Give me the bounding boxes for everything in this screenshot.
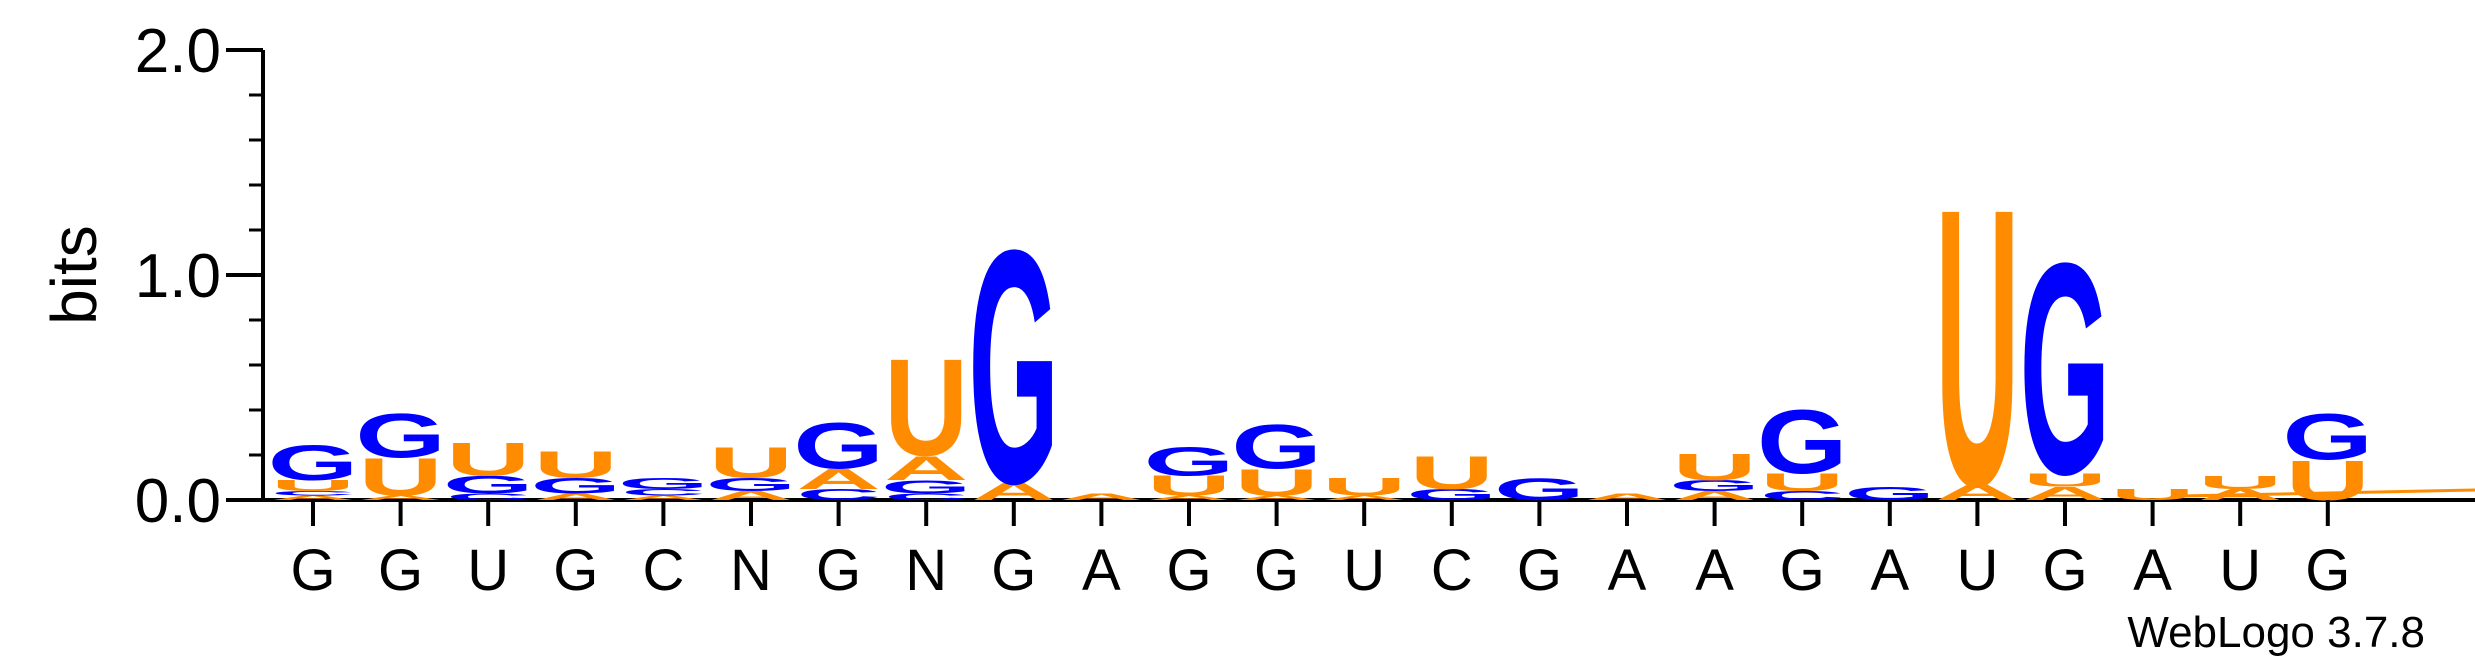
position-label: G — [1254, 538, 1299, 603]
y-tick-label: 1.0 — [135, 242, 221, 311]
logo-letter-A: A — [1234, 494, 1318, 501]
logo-letter-A: A — [1585, 491, 1669, 502]
position-label: C — [1431, 538, 1473, 603]
logo-letter-U: U — [1322, 473, 1406, 501]
logo-letter-G: G — [2282, 400, 2373, 474]
logo-letter-G: G — [1144, 438, 1235, 484]
logo-letter-U: U — [709, 438, 793, 487]
logo-letter-G: G — [268, 435, 359, 491]
right-baseline-sliver — [2179, 488, 2475, 498]
position-label: G — [991, 538, 1036, 603]
logo-letter-A: A — [1147, 494, 1231, 501]
logo-letter-U: U — [1672, 446, 1756, 488]
logo-letter-C: C — [621, 487, 705, 498]
position-label: G — [1780, 538, 1825, 603]
logo-letter-G: G — [1757, 391, 1848, 493]
logo-letter-C: C — [884, 491, 968, 502]
logo-letter-U: U — [358, 448, 442, 507]
logo-letter-A: A — [1322, 494, 1406, 501]
logo-letter-A: A — [709, 489, 793, 503]
logo-letter-G: G — [1406, 486, 1497, 504]
logo-letter-C: C — [446, 491, 530, 502]
weblogo-credit: WebLogo 3.7.8 — [2127, 608, 2425, 657]
position-label: G — [2042, 538, 2087, 603]
logo-letter-G: G — [618, 475, 709, 493]
logo-letter-U: U — [884, 331, 968, 486]
logo-letter-U: U — [534, 444, 618, 486]
logo-letter-G: G — [443, 471, 534, 499]
logo-letter-A: A — [796, 463, 880, 495]
position-label: A — [1608, 538, 1647, 603]
logo-letter-G: G — [2020, 201, 2111, 537]
logo-letter-U: U — [1760, 468, 1844, 496]
logo-letter-U: U — [446, 432, 530, 485]
logo-letter-A: A — [1672, 489, 1756, 503]
position-label: U — [1343, 538, 1385, 603]
position-label: N — [905, 538, 947, 603]
y-ticks: 0.0 1.0 2.0 — [135, 17, 263, 536]
logo-letter-G: G — [1844, 483, 1935, 504]
logo-letter-A: A — [534, 491, 618, 502]
axes — [261, 50, 2475, 502]
logo-letter-G: G — [355, 400, 446, 470]
y-tick-label: 0.0 — [135, 467, 221, 536]
position-label: A — [2133, 538, 2172, 603]
position-label: G — [290, 538, 335, 603]
logo-letter-A: A — [621, 494, 705, 501]
logo-letter-G: G — [530, 473, 621, 498]
position-label: U — [2219, 538, 2261, 603]
logo-letter-A: A — [884, 449, 968, 488]
position-label: G — [1517, 538, 1562, 603]
logo-letter-G: G — [968, 180, 1059, 552]
logo-letter-A: A — [358, 494, 442, 501]
logo-letter-C: C — [271, 490, 355, 497]
position-label: N — [730, 538, 772, 603]
logo-letter-A: A — [271, 494, 355, 501]
position-label: U — [467, 538, 509, 603]
logo-letter-C: C — [796, 486, 880, 504]
logo-letter-U: U — [271, 477, 355, 495]
logo-letter-U: U — [1234, 462, 1318, 504]
position-label: C — [642, 538, 684, 603]
logo-letter-U: U — [1935, 126, 2019, 568]
position-label: A — [1870, 538, 1909, 603]
logo-letter-U: U — [2023, 469, 2107, 490]
position-label: G — [2305, 538, 2350, 603]
logo-letter-G: G — [793, 409, 884, 483]
logo-letter-G: G — [1231, 411, 1322, 481]
position-label: G — [816, 538, 861, 603]
position-label: G — [553, 538, 598, 603]
y-minor-ticks — [249, 48, 263, 502]
position-label: A — [1695, 538, 1734, 603]
logo-letter-A: A — [2023, 483, 2107, 504]
logo-letter-U: U — [1410, 446, 1494, 499]
y-tick-label: 2.0 — [135, 17, 221, 86]
logo-letter-G: G — [1669, 477, 1760, 495]
position-label: A — [1082, 538, 1121, 603]
logo-letter-G: G — [706, 474, 797, 495]
logo-letter-U: U — [2198, 472, 2282, 493]
logo-letter-U: U — [1147, 470, 1231, 502]
logo-letter-A: A — [1059, 491, 1143, 502]
position-label: U — [1956, 538, 1998, 603]
logo-letter-C: C — [1760, 489, 1844, 503]
position-label: G — [378, 538, 423, 603]
logo-letter-U: U — [2110, 486, 2194, 504]
logo-letter-G: G — [881, 476, 972, 497]
y-axis-title: bits — [38, 225, 110, 325]
position-label: G — [1166, 538, 1211, 603]
